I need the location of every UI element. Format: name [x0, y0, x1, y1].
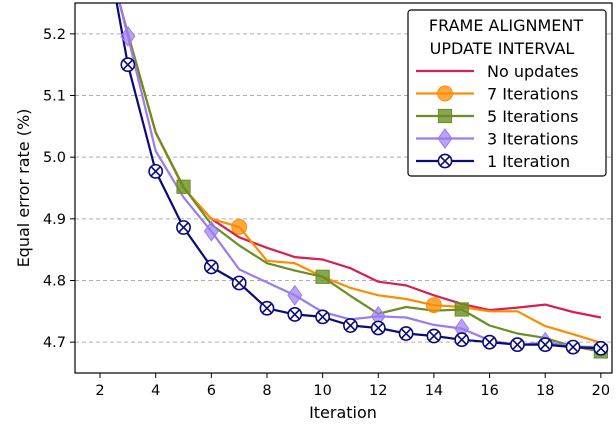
y-tick-label: 5.2	[43, 27, 66, 43]
plot-frame	[74, 2, 613, 374]
square-marker	[454, 302, 469, 317]
x-circle-marker-cross	[512, 339, 523, 350]
x-tick-label: 14	[425, 383, 443, 399]
x-circle-marker-cross	[373, 322, 384, 334]
y-tick-label: 5.1	[43, 89, 66, 105]
x-circle-marker-cross	[439, 155, 451, 167]
y-tick-label: 4.9	[43, 212, 66, 228]
x-circle-marker-cross	[317, 311, 328, 323]
diamond-marker	[203, 220, 219, 242]
x-tick-label: 16	[480, 383, 498, 399]
circle-marker	[425, 297, 442, 314]
x-circle-marker-cross	[178, 222, 189, 233]
x-tick-label: 20	[592, 383, 610, 399]
x-circle-marker-cross	[345, 320, 356, 331]
y-tick-label: 4.8	[43, 274, 66, 290]
legend: FRAME ALIGNMENT UPDATE INTERVAL No updat…	[407, 9, 607, 177]
x-tick-label: 4	[151, 383, 160, 399]
diamond-marker	[287, 284, 303, 306]
y-axis-title: Equal error rate (%)	[14, 109, 33, 268]
x-circle-marker-cross	[567, 341, 579, 353]
circle-marker	[437, 85, 453, 102]
grid-lines	[75, 33, 612, 343]
x-circle-marker-cross	[261, 303, 273, 314]
legend-entry-label: 3 Iterations	[487, 130, 578, 149]
x-tick-label: 8	[262, 383, 271, 399]
x-circle-marker-cross	[456, 334, 467, 345]
x-circle-marker-cross	[428, 330, 440, 342]
diamond-marker	[120, 25, 136, 47]
x-circle-marker-cross	[400, 328, 412, 339]
x-circle-marker-cross	[150, 166, 161, 177]
y-tick-label: 5.0	[43, 150, 66, 166]
diamond-marker	[437, 128, 453, 149]
legend-box	[407, 9, 607, 177]
series-markers	[120, 25, 609, 359]
x-axis-title: Iteration	[309, 403, 377, 422]
legend-entry-label: No updates	[487, 62, 579, 81]
x-axis: 2 4 6 8 10 12 14 16 18 20	[95, 373, 610, 399]
x-tick-label: 10	[313, 383, 331, 399]
square-marker	[437, 108, 453, 124]
square-marker	[176, 179, 191, 194]
square-marker	[315, 269, 330, 284]
y-tick-label: 4.7	[43, 335, 66, 351]
x-tick-label: 12	[369, 383, 387, 399]
circle-marker	[231, 218, 248, 235]
legend-entry-label: 5 Iterations	[487, 107, 578, 126]
x-circle-marker-cross	[484, 336, 495, 348]
legend-entry-label: 1 Iteration	[487, 152, 570, 171]
x-circle-marker-cross	[233, 277, 245, 289]
x-tick-label: 6	[207, 383, 216, 399]
x-tick-label: 2	[95, 383, 104, 399]
x-circle-marker-cross	[122, 59, 134, 70]
legend-title-line-1: FRAME ALIGNMENT	[429, 16, 583, 35]
x-tick-label: 18	[536, 383, 554, 399]
legend-title-line-2: UPDATE INTERVAL	[430, 39, 575, 58]
x-circle-marker-cross	[595, 343, 607, 354]
x-circle-marker-cross	[540, 339, 551, 350]
legend-entry-label: 7 Iterations	[487, 85, 578, 104]
y-axis: 4.7 4.8 4.9 5.0 5.1 5.2	[43, 27, 75, 351]
x-circle-marker-cross	[289, 309, 300, 320]
x-circle-marker-cross	[206, 261, 217, 273]
